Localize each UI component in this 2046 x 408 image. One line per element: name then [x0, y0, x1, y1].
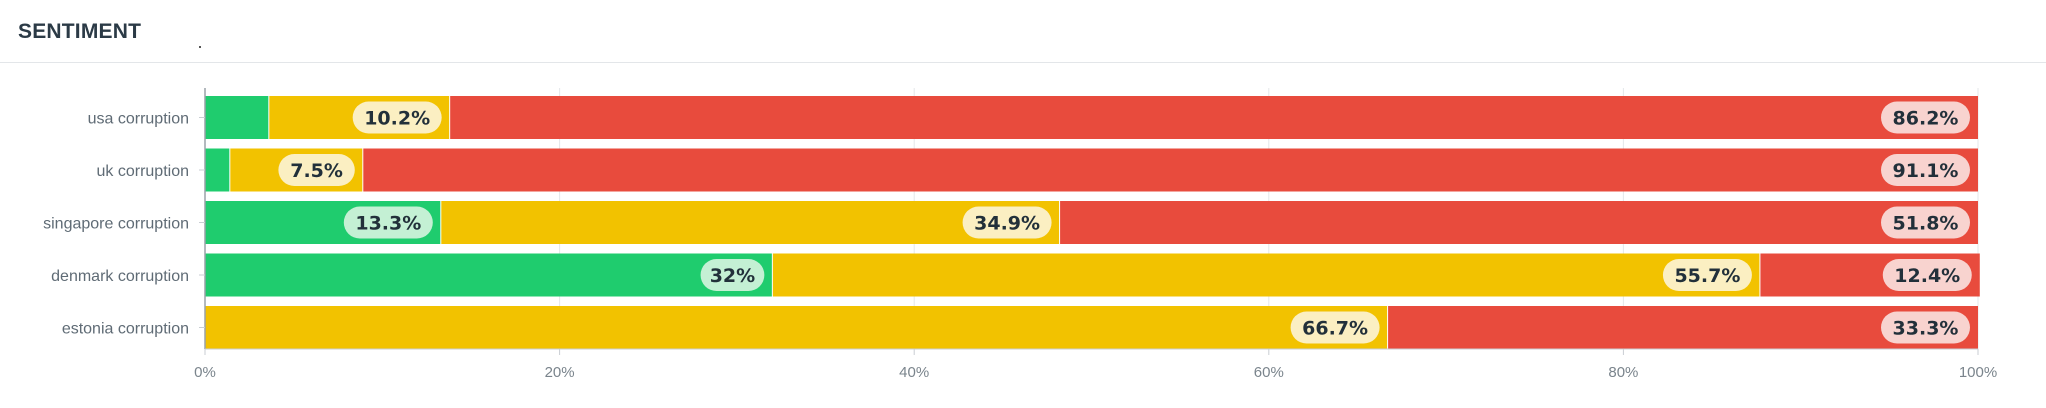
category-label: usa corruption [88, 111, 189, 128]
value-label: 55.7% [1674, 265, 1740, 287]
category-label: uk corruption [97, 163, 190, 180]
bar-segment [1387, 306, 1978, 349]
bar-segment [449, 96, 1978, 139]
category-label: denmark corruption [51, 268, 189, 285]
bar-segment [1059, 201, 1978, 244]
value-pill [352, 101, 442, 134]
bar-segment [362, 148, 1978, 192]
bar-segment [205, 306, 1388, 349]
value-label: 66.7% [1302, 318, 1368, 340]
value-pill [1662, 259, 1752, 291]
x-tick-label: 60% [1254, 364, 1284, 381]
x-tick-label: 40% [899, 364, 929, 381]
value-pill [1290, 311, 1380, 344]
x-tick-label: 20% [545, 364, 575, 381]
labels: usa corruption 10.2% 86.2% uk corruption 7.5… [43, 101, 1972, 344]
chart-header: SENTIMENT [0, 0, 2046, 63]
value-pill [1881, 154, 1970, 186]
x-tick-label: 0% [194, 364, 216, 381]
value-label: 10.2% [364, 108, 430, 130]
value-pill [962, 206, 1052, 239]
value-label: 51.8% [1893, 213, 1959, 235]
axes: 0% 20% 40% 60% 80% 100% [194, 88, 1997, 381]
decorative-dot [199, 46, 201, 48]
value-label: 86.2% [1893, 108, 1959, 130]
value-pill [1881, 311, 1970, 344]
value-label: 33.3% [1893, 318, 1959, 340]
value-label: 12.4% [1894, 265, 1960, 287]
category-label: estonia corruption [62, 321, 189, 338]
bar-segment [440, 201, 1060, 244]
value-label: 32% [710, 265, 755, 287]
value-label: 34.9% [974, 213, 1040, 235]
bar-segment [772, 253, 1760, 297]
value-pill [700, 259, 765, 291]
bar-segment [205, 148, 230, 192]
value-pill [1881, 206, 1970, 239]
value-pill [1881, 101, 1970, 134]
value-pill [1882, 259, 1972, 291]
x-tick-label: 80% [1608, 364, 1638, 381]
bar-segment [205, 96, 269, 139]
value-label: 7.5% [290, 160, 343, 182]
chart-title: SENTIMENT [18, 20, 142, 43]
value-pill [278, 154, 355, 186]
value-label: 13.3% [355, 213, 421, 235]
value-label: 91.1% [1893, 160, 1959, 182]
bars [204, 96, 1980, 349]
value-pill [343, 206, 433, 239]
x-tick-label: 100% [1959, 364, 1997, 381]
category-label: singapore corruption [43, 216, 189, 233]
bar-segment [205, 253, 773, 297]
